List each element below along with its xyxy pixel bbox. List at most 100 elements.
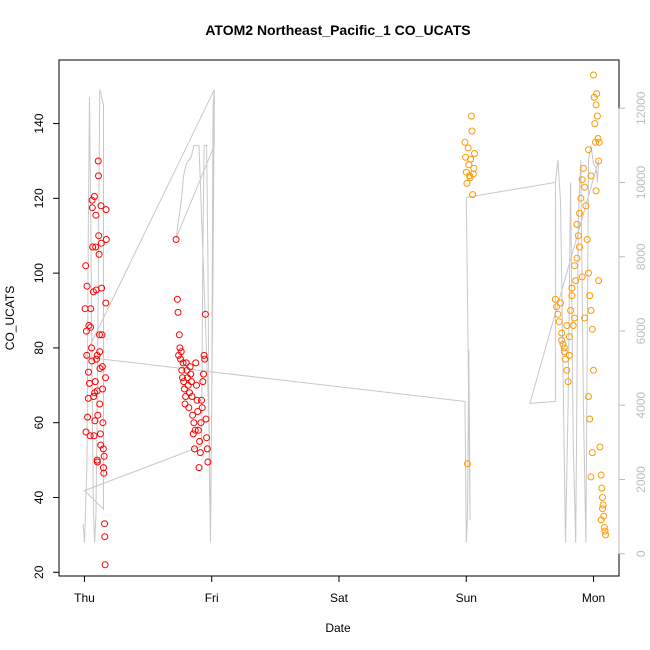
data-point-orange	[596, 443, 604, 451]
data-point-orange	[576, 209, 583, 217]
altitude-line	[82, 89, 600, 543]
y2-tick-label: 6000	[634, 317, 648, 344]
data-point-red	[95, 250, 103, 258]
data-point-red	[87, 305, 95, 313]
data-point-orange	[462, 168, 470, 176]
y-tick-label: 40	[32, 490, 46, 504]
data-point-red	[198, 396, 205, 404]
data-point-red	[101, 533, 109, 541]
data-point-red	[90, 193, 98, 200]
data-point-red	[191, 445, 198, 453]
data-point-red	[99, 419, 107, 427]
data-point-orange	[560, 344, 568, 352]
data-point-orange	[587, 172, 595, 180]
data-point-red	[96, 430, 104, 438]
data-point-layer	[81, 71, 610, 569]
data-point-orange	[581, 183, 589, 191]
data-point-red	[98, 331, 106, 339]
data-point-orange	[568, 284, 576, 292]
data-point-red	[93, 355, 100, 363]
data-point-red	[189, 430, 197, 438]
data-point-red	[185, 404, 193, 412]
data-point-red	[178, 366, 186, 374]
data-point-orange	[555, 318, 563, 326]
data-point-red	[201, 355, 209, 363]
data-point-orange	[569, 322, 577, 329]
data-point-orange	[463, 179, 471, 187]
x-tick-label: Thu	[74, 591, 95, 605]
data-point-orange	[464, 460, 471, 468]
data-point-orange	[587, 473, 595, 481]
plot-frame	[58, 59, 620, 577]
data-point-orange	[572, 277, 580, 285]
data-point-red	[98, 284, 106, 292]
data-point-orange	[597, 471, 605, 479]
data-point-red	[202, 415, 210, 423]
data-point-orange	[598, 484, 606, 492]
data-point-orange	[593, 112, 601, 120]
data-point-orange	[591, 120, 599, 128]
data-point-red	[83, 282, 91, 290]
data-point-red	[82, 262, 90, 270]
data-point-orange	[586, 292, 594, 300]
data-point-orange	[565, 351, 573, 359]
data-point-red	[96, 331, 103, 339]
data-point-red	[180, 385, 188, 393]
data-point-red	[186, 363, 194, 371]
data-point-orange	[585, 146, 592, 154]
chart-title: ATOM2 Northeast_Pacific_1 CO_UCATS	[205, 22, 470, 38]
data-point-orange	[467, 155, 475, 163]
data-point-red	[84, 413, 92, 421]
data-point-red	[85, 368, 92, 376]
data-point-red	[175, 331, 183, 339]
data-point-red	[86, 432, 94, 440]
data-point-red	[187, 370, 195, 378]
data-point-orange	[586, 415, 594, 423]
data-point-red	[97, 202, 105, 210]
data-point-red	[102, 374, 109, 382]
data-point-red	[82, 428, 90, 436]
data-point-orange	[557, 299, 564, 307]
y-tick-label: 20	[32, 565, 46, 579]
y2-tick-label: 12000	[634, 91, 648, 125]
data-point-orange	[574, 232, 582, 240]
data-point-red	[101, 561, 109, 569]
data-point-red	[179, 374, 186, 382]
data-point-red	[172, 236, 180, 243]
data-point-red	[89, 243, 97, 251]
data-point-red	[90, 393, 98, 400]
data-point-orange	[599, 505, 606, 513]
data-point-orange	[599, 501, 607, 509]
data-point-orange	[599, 494, 606, 501]
data-point-orange	[563, 322, 571, 329]
data-point-red	[81, 305, 89, 313]
data-point-red	[203, 445, 211, 453]
data-point-red	[100, 452, 108, 460]
data-point-red	[190, 419, 198, 427]
data-point-orange	[590, 366, 597, 374]
y-axis-label: CO_UCATS	[3, 286, 17, 350]
data-point-red	[180, 378, 188, 386]
data-point-red	[181, 400, 189, 408]
data-point-orange	[597, 516, 605, 524]
data-point-red	[201, 310, 209, 318]
y2-tick-label: 10000	[634, 165, 648, 199]
data-point-red	[193, 396, 201, 404]
data-point-red	[88, 204, 96, 212]
data-point-red	[99, 385, 106, 393]
data-point-orange	[568, 292, 576, 300]
data-point-red	[196, 449, 204, 457]
x-tick-label: Fri	[205, 591, 219, 605]
data-point-orange	[588, 449, 596, 457]
data-point-orange	[554, 310, 562, 318]
data-point-red	[182, 393, 190, 400]
data-point-orange	[464, 144, 472, 152]
data-point-orange	[461, 138, 469, 146]
data-point-red	[99, 445, 107, 453]
data-point-red	[88, 344, 95, 352]
data-point-red	[102, 236, 110, 243]
data-point-orange	[595, 157, 603, 165]
y2-tick-label: 8000	[634, 243, 648, 270]
data-point-orange	[595, 138, 603, 146]
